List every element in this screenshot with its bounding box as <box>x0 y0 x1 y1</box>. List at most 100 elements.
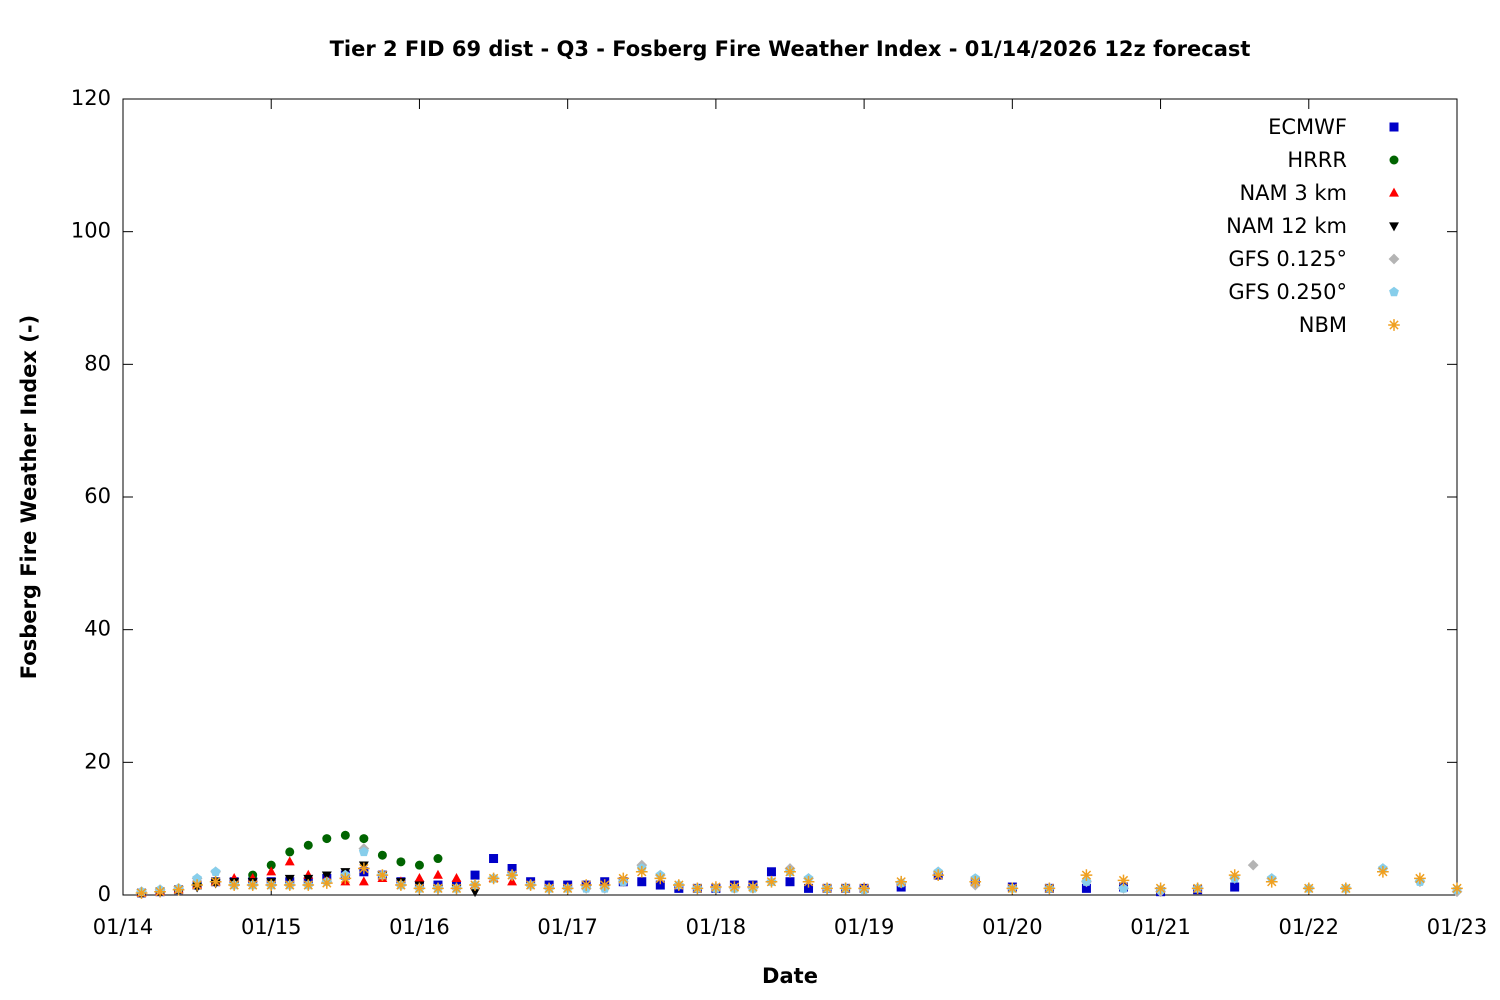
point <box>283 879 296 891</box>
point <box>135 887 148 899</box>
point <box>1228 869 1241 881</box>
point <box>1154 882 1167 895</box>
point <box>802 875 815 888</box>
point <box>433 854 443 864</box>
legend-label: NBM <box>1299 313 1347 337</box>
point <box>228 879 240 891</box>
point <box>637 877 647 887</box>
legend-label: NAM 3 km <box>1239 181 1347 205</box>
point <box>321 871 332 881</box>
point <box>561 882 574 895</box>
x-tick-label: 01/21 <box>1130 915 1191 939</box>
x-tick-label: 01/15 <box>241 915 302 939</box>
point <box>1191 882 1204 895</box>
y-tick-label: 20 <box>84 749 111 773</box>
point <box>1451 882 1463 895</box>
point <box>470 870 480 880</box>
point <box>302 879 315 891</box>
y-tick-label: 80 <box>84 351 111 375</box>
point <box>321 877 333 889</box>
legend-label: GFS 0.250° <box>1228 280 1347 304</box>
point <box>1340 882 1352 895</box>
point <box>358 862 370 875</box>
point <box>285 847 295 857</box>
point <box>433 869 443 879</box>
point <box>1043 882 1056 895</box>
point <box>376 869 389 881</box>
point <box>785 877 795 887</box>
point <box>340 830 350 840</box>
point <box>895 875 907 888</box>
x-tick-label: 01/23 <box>1427 915 1488 939</box>
x-tick-label: 01/18 <box>686 915 747 939</box>
point <box>266 866 277 876</box>
point <box>766 867 776 877</box>
point <box>377 850 387 860</box>
y-axis-label: Fosberg Fire Weather Index (-) <box>17 315 41 679</box>
point <box>1302 882 1315 895</box>
point <box>1080 869 1093 881</box>
point <box>728 881 741 893</box>
y-tick-label: 0 <box>98 882 111 906</box>
point <box>1265 875 1278 888</box>
point <box>246 879 259 891</box>
point <box>747 881 759 893</box>
point <box>172 883 185 896</box>
point <box>673 879 685 891</box>
point <box>969 875 982 888</box>
point <box>1118 883 1129 893</box>
y-tick-label: 40 <box>84 617 111 641</box>
point <box>710 881 722 893</box>
legend-marker <box>1389 155 1399 165</box>
point <box>450 882 463 895</box>
point <box>266 860 276 870</box>
y-tick-label: 100 <box>71 219 111 243</box>
point <box>932 869 945 881</box>
legend-label: ECMWF <box>1268 115 1347 139</box>
x-axis-label: Date <box>762 964 818 988</box>
point <box>322 834 332 844</box>
legend-marker <box>1389 286 1399 297</box>
point <box>191 879 203 891</box>
point <box>358 846 369 857</box>
point <box>413 882 426 895</box>
legend-marker <box>1388 319 1400 331</box>
point <box>507 863 517 873</box>
point <box>543 882 555 895</box>
legend-marker <box>1388 253 1400 265</box>
point <box>339 872 352 885</box>
legend-label: HRRR <box>1287 148 1347 172</box>
point <box>1247 859 1259 871</box>
point <box>617 872 630 885</box>
x-tick-label: 01/22 <box>1279 915 1340 939</box>
point <box>209 875 222 888</box>
point <box>506 869 518 881</box>
point <box>1117 874 1130 887</box>
point <box>414 873 425 883</box>
y-tick-label: 60 <box>84 484 111 508</box>
point <box>489 854 499 864</box>
point <box>784 865 796 878</box>
y-tick-label: 120 <box>71 86 111 110</box>
point <box>821 882 833 895</box>
x-tick-label: 01/17 <box>537 915 598 939</box>
chart-title: Tier 2 FID 69 dist - Q3 - Fosberg Fire W… <box>330 37 1251 61</box>
legend-label: GFS 0.125° <box>1228 247 1347 271</box>
point <box>839 882 852 895</box>
point <box>804 883 814 893</box>
legend-marker <box>1389 122 1399 132</box>
point <box>414 860 424 870</box>
point <box>432 882 444 895</box>
point <box>359 834 369 844</box>
point <box>524 879 537 891</box>
legend-label: NAM 12 km <box>1226 214 1347 238</box>
point <box>765 875 778 888</box>
point <box>265 879 278 891</box>
point <box>470 888 480 898</box>
point <box>210 866 221 876</box>
point <box>691 882 704 895</box>
point <box>487 872 500 885</box>
point <box>1081 883 1091 893</box>
